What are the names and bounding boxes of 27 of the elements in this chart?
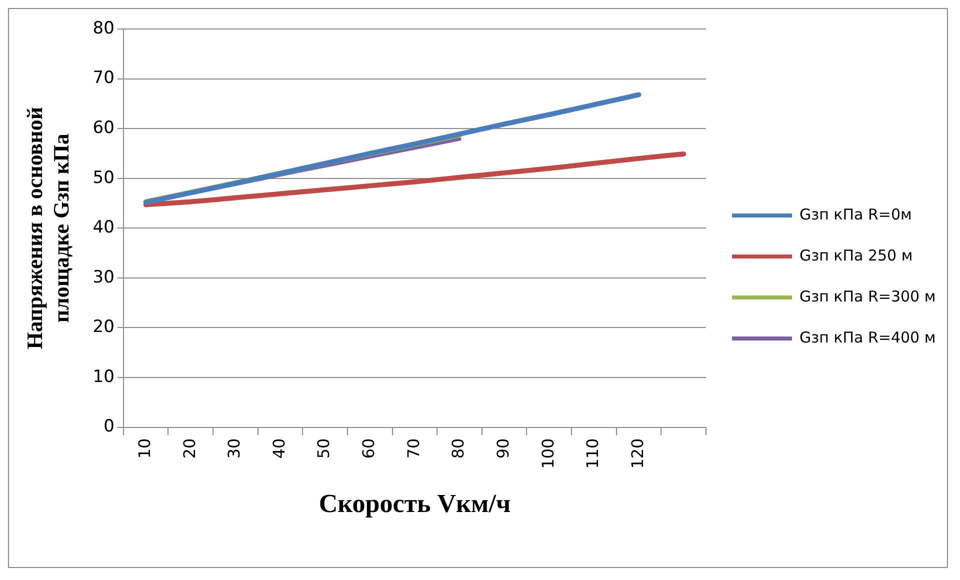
x-tick-label: 120 — [628, 438, 647, 469]
y-tick-label: 50 — [92, 168, 114, 188]
y-tick-label: 10 — [92, 366, 114, 387]
y-tick-label: 20 — [92, 317, 114, 338]
y-tick-label: 70 — [92, 68, 114, 88]
legend-label: Gзп кПа R=0м — [800, 205, 912, 224]
x-tick-label: 30 — [224, 438, 244, 459]
y-tick-label: 30 — [92, 267, 114, 288]
x-tick-label: 80 — [448, 438, 468, 459]
y-tick-label: 0 — [104, 416, 114, 437]
legend-label: Gзп кПа 250 м — [800, 246, 913, 264]
x-tick-label: 100 — [538, 438, 558, 469]
x-tick-label: 70 — [404, 438, 423, 459]
x-tick-label: 60 — [359, 438, 378, 459]
y-tick-label: 40 — [92, 218, 114, 238]
legend-label: Gзп кПа R=300 м — [800, 287, 936, 306]
y-tick-label: 60 — [92, 118, 114, 138]
x-tick-label: 40 — [269, 438, 288, 459]
x-tick-label: 50 — [314, 438, 334, 459]
x-axis-title: Скорость Vкм/ч — [318, 489, 511, 518]
legend-label: Gзп кПа R=400 м — [800, 328, 936, 346]
x-tick-label: 110 — [583, 438, 602, 469]
y-tick-label: 80 — [92, 18, 114, 38]
y-axis-title: Напряжения в основной площадке Gзп кПа — [22, 106, 74, 350]
x-tick-label: 20 — [180, 438, 199, 459]
x-tick-label: 10 — [134, 438, 154, 459]
x-tick-label: 90 — [494, 438, 512, 459]
